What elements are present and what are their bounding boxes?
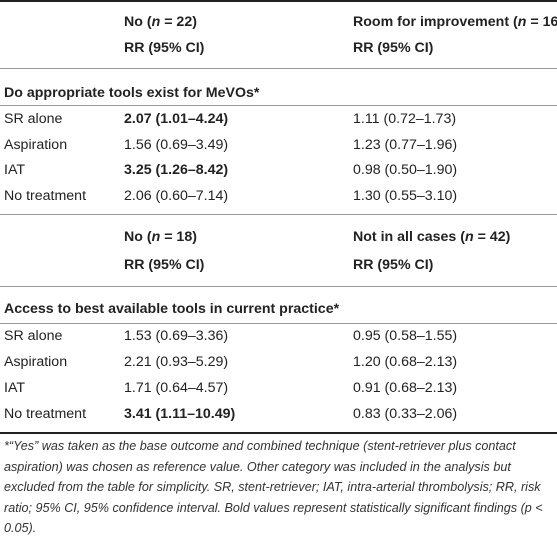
row-value-col1: 1.56 (0.69–3.49) <box>124 137 229 153</box>
row-value-col2: 0.98 (0.50–1.90) <box>353 162 458 178</box>
table-footnote: *“Yes” was taken as the base outcome and… <box>4 439 543 535</box>
section-title-s1: Do appropriate tools exist for MeVOs* <box>4 85 260 101</box>
col1-header-s2: No (n = 18) <box>124 229 197 245</box>
row-label: Aspiration <box>4 137 68 153</box>
row-label: Aspiration <box>4 354 68 370</box>
col2-header-s2: Not in all cases (n = 42) <box>353 229 511 245</box>
table-top-rule <box>0 0 557 2</box>
row-value-col2: 0.95 (0.58–1.55) <box>353 328 458 344</box>
row-value-col2: 1.30 (0.55–3.10) <box>353 188 458 204</box>
col2-header-s1: Room for improvement (n = 162) <box>353 14 557 30</box>
col2-subheader-s1: RR (95% CI) <box>353 40 434 56</box>
row-value-col1: 1.71 (0.64–4.57) <box>124 380 229 396</box>
title-rule-s2 <box>0 323 557 324</box>
row-value-col2: 1.11 (0.72–1.73) <box>353 111 457 127</box>
row-value-col1: 2.21 (0.93–5.29) <box>124 354 229 370</box>
col1-subheader-s1: RR (95% CI) <box>124 40 205 56</box>
section-divider-rule <box>0 214 557 215</box>
row-value-col2: 1.23 (0.77–1.96) <box>353 137 458 153</box>
row-value-col1: 1.53 (0.69–3.36) <box>124 328 229 344</box>
section-title-s2: Access to best available tools in curren… <box>4 301 340 317</box>
table-bottom-rule <box>0 432 557 434</box>
row-value-col2: 1.20 (0.68–2.13) <box>353 354 458 370</box>
title-rule-s1 <box>0 105 557 106</box>
row-label: IAT <box>4 162 26 178</box>
row-value-col2: 0.83 (0.33–2.06) <box>353 406 458 422</box>
col1-subheader-s2: RR (95% CI) <box>124 257 205 273</box>
row-value-col1: 3.25 (1.26–8.42) <box>124 162 229 178</box>
col2-subheader-s2: RR (95% CI) <box>353 257 434 273</box>
row-value-col2: 0.91 (0.68–2.13) <box>353 380 458 396</box>
row-value-col1: 2.07 (1.01–4.24) <box>124 111 229 127</box>
row-label: SR alone <box>4 328 63 344</box>
row-label: No treatment <box>4 406 87 422</box>
header-rule-s2 <box>0 286 557 287</box>
row-value-col1: 3.41 (1.11–10.49) <box>124 406 236 422</box>
row-label: SR alone <box>4 111 63 127</box>
col1-header-s1: No (n = 22) <box>124 14 197 30</box>
row-label: IAT <box>4 380 26 396</box>
header-rule-s1 <box>0 68 557 69</box>
row-label: No treatment <box>4 188 87 204</box>
row-value-col1: 2.06 (0.60–7.14) <box>124 188 229 204</box>
